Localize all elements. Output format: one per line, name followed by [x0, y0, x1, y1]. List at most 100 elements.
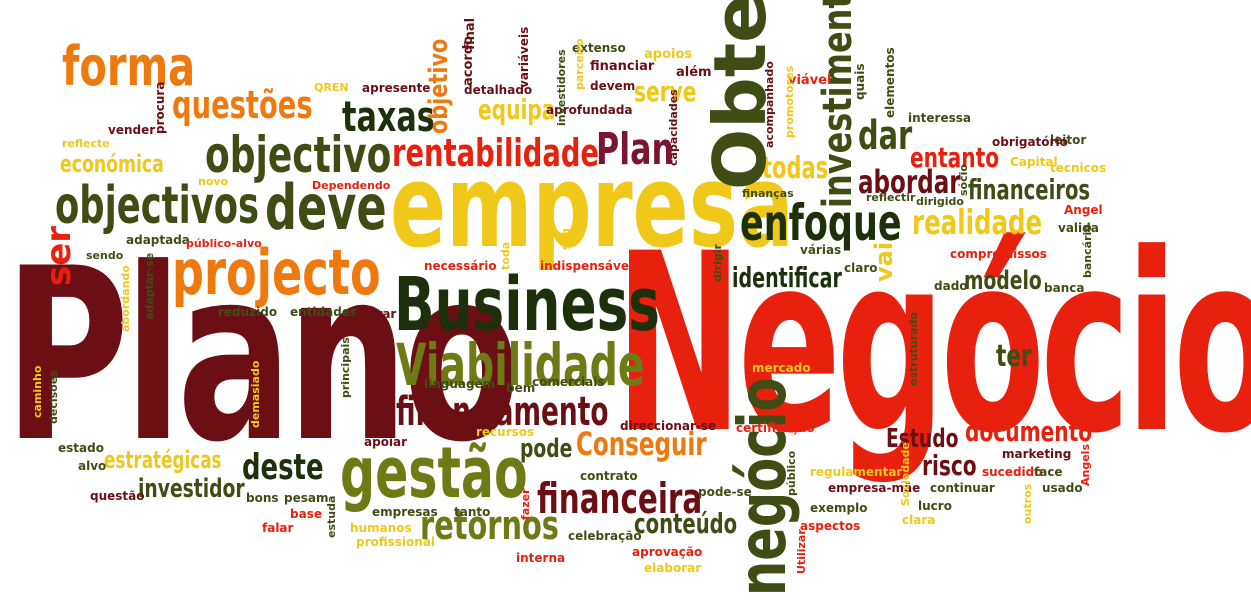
word: profissional — [356, 535, 436, 549]
word: enfoque — [740, 194, 902, 252]
word: caminho — [31, 365, 44, 418]
word: falar — [262, 521, 294, 535]
word: Sociedade — [899, 442, 912, 506]
word: económica — [60, 150, 164, 178]
word: aprovação — [632, 545, 703, 559]
word: gestão — [340, 432, 528, 514]
word: forma — [62, 35, 196, 98]
word: interessa — [908, 111, 971, 125]
word: aspectos — [800, 519, 861, 533]
word: dado — [934, 279, 968, 293]
word: Dependendo — [312, 179, 391, 192]
word: regulamentar — [810, 465, 903, 479]
word: todas — [762, 151, 829, 186]
word: realidade — [912, 203, 1043, 243]
word: deste — [242, 447, 324, 488]
word: usado — [1042, 481, 1083, 495]
word: sucedido — [982, 465, 1043, 479]
word: equipa — [478, 93, 556, 126]
word: outros — [1021, 483, 1034, 524]
word: valida — [1058, 221, 1099, 235]
word: sendo — [86, 249, 124, 262]
word: investidor — [138, 474, 245, 504]
word: estruturado — [907, 312, 920, 386]
word: adaptar-se — [143, 252, 156, 320]
word: apoiar — [364, 435, 408, 449]
word: financiamento — [396, 389, 609, 435]
word: entidades — [290, 305, 358, 319]
word: apoios — [644, 47, 693, 62]
word: toda — [499, 241, 512, 270]
word: finanças — [742, 187, 794, 200]
word: procura — [153, 81, 167, 134]
word: quais — [853, 63, 867, 101]
word: extenso — [572, 41, 626, 55]
word: linguagem — [424, 377, 496, 391]
word: exemplo — [810, 501, 868, 515]
word: recursos — [476, 425, 535, 439]
word: clara — [902, 513, 936, 527]
word: ser — [39, 225, 79, 286]
word: taxas — [342, 92, 435, 141]
word: compromissos — [950, 247, 1047, 261]
word: QREN — [314, 81, 349, 94]
word: indispensável — [540, 259, 634, 273]
word: viável — [788, 73, 832, 88]
word: dirigido — [916, 195, 964, 208]
word: Capital — [1010, 155, 1058, 169]
word: obrigatório — [992, 135, 1068, 149]
word: leitor — [1050, 133, 1087, 147]
word: interna — [516, 551, 566, 565]
word: Plano — [4, 218, 521, 495]
word: modelo — [964, 266, 1042, 296]
word: humanos — [350, 521, 412, 535]
word: questão — [90, 489, 145, 503]
word: base — [290, 507, 322, 521]
word: abordar — [858, 163, 961, 201]
word: financeiros — [968, 173, 1091, 206]
word: banca — [1044, 281, 1085, 295]
word: face — [1034, 465, 1063, 479]
word: marketing — [1002, 447, 1072, 461]
word: estado — [58, 441, 104, 455]
word: promotores — [783, 65, 796, 138]
word: detalhado — [464, 83, 533, 97]
word: estratégicas — [104, 446, 222, 474]
word: público — [785, 450, 798, 496]
word: entanto — [910, 141, 1000, 174]
word: público-alvo — [186, 237, 262, 250]
word: Viabilidade — [396, 331, 645, 399]
word: pode-se — [698, 485, 752, 499]
word: empresa-mãe — [828, 481, 921, 495]
word: parceiro — [573, 38, 586, 90]
word: mercado — [752, 361, 811, 375]
word: bem — [506, 381, 536, 395]
word: entrar — [354, 307, 397, 321]
word: alvo — [78, 459, 107, 473]
word: dar — [858, 113, 913, 159]
word: elementos — [883, 47, 897, 118]
word: retornos — [420, 503, 559, 549]
word: capacidades — [667, 89, 680, 166]
word: projecto — [172, 236, 381, 309]
word: ter — [996, 339, 1032, 374]
word: tanto — [454, 505, 491, 519]
word: conteúdo — [634, 507, 738, 540]
word: necessário — [424, 259, 497, 273]
word: aprofundada — [546, 103, 633, 117]
word: dirigir — [711, 244, 724, 282]
word: principais — [339, 337, 352, 398]
word: Business — [394, 262, 661, 348]
word: comerciais — [532, 375, 605, 389]
word: contrato — [580, 469, 638, 483]
word: investidores — [555, 49, 568, 126]
word: Plan — [596, 124, 675, 175]
word: reflecte — [62, 137, 110, 150]
word: abordando — [119, 265, 132, 332]
word: rentabilidade — [392, 131, 599, 175]
word: empresa — [390, 140, 794, 274]
word: tecnicos — [1050, 161, 1107, 175]
word: Conseguir — [576, 425, 707, 463]
word: certificação — [736, 421, 815, 435]
